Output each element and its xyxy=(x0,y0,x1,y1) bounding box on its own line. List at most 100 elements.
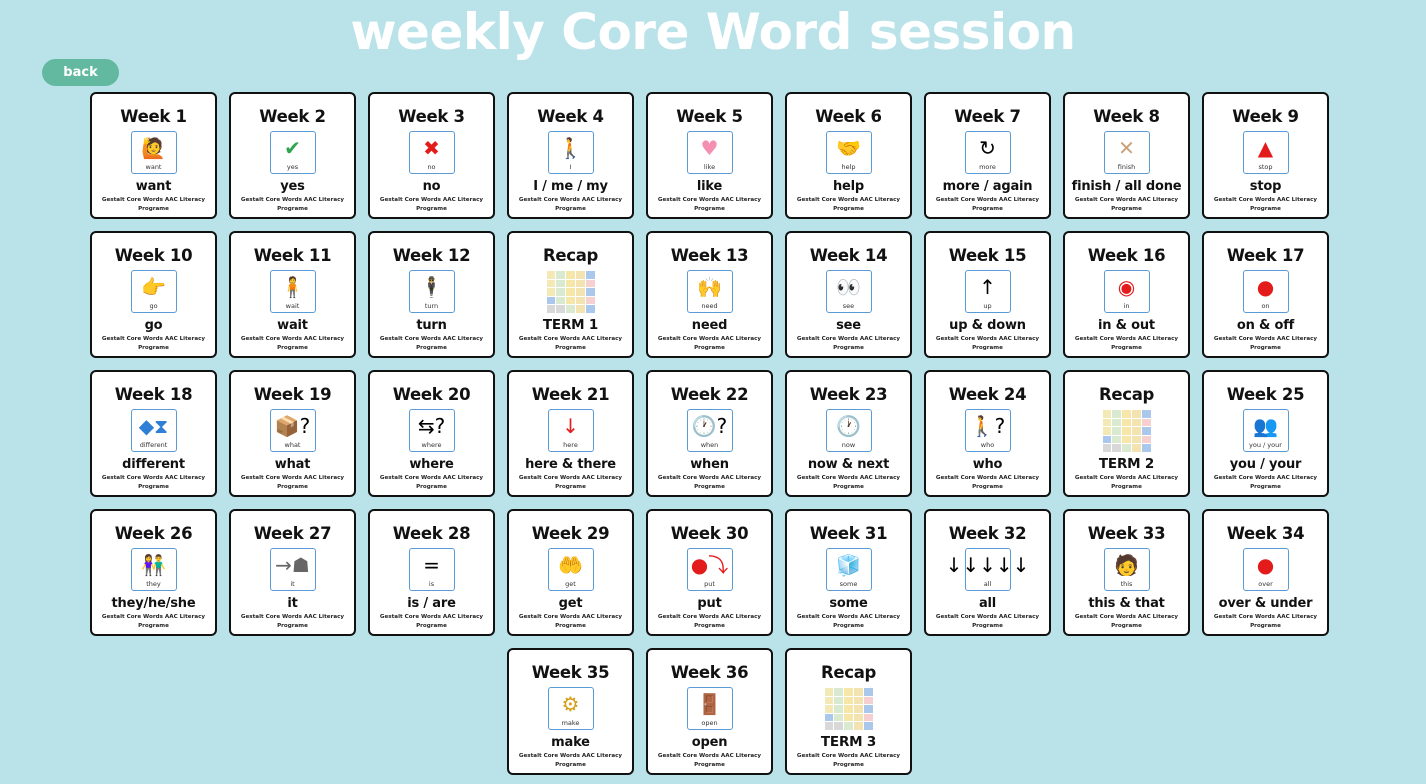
recap-grid-cell xyxy=(1141,427,1151,435)
programme-caption: Gestalt Core Words AAC Literacy Programe xyxy=(657,614,762,629)
symbol-label: on xyxy=(1261,302,1270,310)
recap-grid-thumbnail xyxy=(546,271,595,313)
symbol-box: 🤲 get xyxy=(547,548,594,591)
week-card[interactable]: Week 24 🚶? who who Gestalt Core Words AAC Li… xyxy=(924,370,1051,497)
clock-arrow-icon: 🕐 xyxy=(836,414,861,438)
recap-grid-cell xyxy=(546,279,556,288)
dot-on-box-icon: ● xyxy=(1256,275,1275,299)
recap-grid-cell xyxy=(824,713,834,722)
core-word: where xyxy=(409,457,454,472)
week-card[interactable]: Week 16 ◉ in in & out Gestalt Core Words AAC… xyxy=(1063,231,1190,358)
week-card[interactable]: Week 29 🤲 get get Gestalt Core Words AAC Lit… xyxy=(507,509,634,636)
week-card[interactable]: Week 35 ⚙ make make Gestalt Core Words AAC L… xyxy=(507,648,634,775)
week-card[interactable]: Week 9 ▲ stop stop Gestalt Core Words AAC Li… xyxy=(1202,92,1329,219)
symbol-label: now xyxy=(841,441,856,449)
programme-caption: Gestalt Core Words AAC Literacy Programe xyxy=(1213,197,1318,212)
week-card[interactable]: Week 19 📦? what what Gestalt Core Words AAC … xyxy=(229,370,356,497)
week-card[interactable]: Week 2 ✔ yes yes Gestalt Core Words AAC Lite… xyxy=(229,92,356,219)
week-card[interactable]: Week 26 👫 they they/he/she Gestalt Core Word… xyxy=(90,509,217,636)
symbol-box: 🚶? who xyxy=(964,409,1011,452)
programme-caption: Gestalt Core Words AAC Literacy Programe xyxy=(1074,614,1179,629)
week-card[interactable]: Week 34 ● over over & under Gestalt Core Wor… xyxy=(1202,509,1329,636)
week-card[interactable]: Week 7 ↻ more more / again Gestalt Core Word… xyxy=(924,92,1051,219)
symbol-label: need xyxy=(701,302,718,310)
programme-caption: Gestalt Core Words AAC Literacy Programe xyxy=(657,336,762,351)
core-word: TERM 1 xyxy=(542,317,599,333)
week-card[interactable]: Week 5 ♥ like like Gestalt Core Words AAC Li… xyxy=(646,92,773,219)
card-title: Week 2 xyxy=(259,107,326,126)
recap-card[interactable]: Recap TERM 1 Gestalt Core Words AAC Litera… xyxy=(507,231,634,358)
week-card[interactable]: Week 17 ● on on & off Gestalt Core Words AAC… xyxy=(1202,231,1329,358)
week-card[interactable]: Week 4 🚶 I I / me / my Gestalt Core Words AA… xyxy=(507,92,634,219)
programme-caption: Gestalt Core Words AAC Literacy Programe xyxy=(518,475,623,490)
recap-grid-cell xyxy=(1112,410,1122,418)
week-card[interactable]: Week 27 →☗ it it Gestalt Core Words AAC Lite… xyxy=(229,509,356,636)
core-word: different xyxy=(122,457,185,472)
card-title: Week 26 xyxy=(114,524,193,543)
recap-grid-cell xyxy=(1131,418,1141,427)
recap-grid-cell xyxy=(546,296,556,305)
page-title: weekly Core Word session xyxy=(350,3,1076,61)
programme-caption: Gestalt Core Words AAC Literacy Programe xyxy=(379,197,484,212)
week-card[interactable]: Week 18 ◆⧗ different different Gestalt Core … xyxy=(90,370,217,497)
recap-grid-cell xyxy=(853,696,863,705)
recap-card[interactable]: Recap TERM 2 Gestalt Core Words AAC Litera… xyxy=(1063,370,1190,497)
card-title: Week 30 xyxy=(670,524,749,543)
week-card[interactable]: Week 8 ✕ finish finish / all done Gestalt Co… xyxy=(1063,92,1190,219)
recap-grid-cell xyxy=(1102,410,1112,418)
week-card[interactable]: Week 36 🚪 open open Gestalt Core Words AAC L… xyxy=(646,648,773,775)
week-card[interactable]: Week 25 👥 you / your you / your Gestalt Core… xyxy=(1202,370,1329,497)
recap-grid-cell xyxy=(834,722,844,730)
many-arrows-icon: ↓↓↓↓↓ xyxy=(945,553,1030,577)
core-word: when xyxy=(690,457,729,472)
recap-grid-cell xyxy=(575,305,585,313)
programme-caption: Gestalt Core Words AAC Literacy Programe xyxy=(1213,336,1318,351)
card-title: Week 14 xyxy=(809,246,888,265)
week-card[interactable]: Week 3 ✖ no no Gestalt Core Words AAC Litera… xyxy=(368,92,495,219)
week-card[interactable]: Week 14 👀 see see Gestalt Core Words AAC Lit… xyxy=(785,231,912,358)
week-card[interactable]: Week 20 ⇆? where where Gestalt Core Words AA… xyxy=(368,370,495,497)
recap-grid-cell xyxy=(863,705,873,713)
symbol-label: yes xyxy=(286,163,299,171)
recap-grid-cell xyxy=(575,279,585,288)
week-card[interactable]: Week 15 ↑ up up & down Gestalt Core Words AA… xyxy=(924,231,1051,358)
symbol-box: 🤝 help xyxy=(825,131,872,174)
recap-grid-cell xyxy=(1131,444,1141,452)
symbol-box: 🕴 turn xyxy=(408,270,455,313)
week-card[interactable]: Week 12 🕴 turn turn Gestalt Core Words AAC L… xyxy=(368,231,495,358)
week-card[interactable]: Week 31 🧊 some some Gestalt Core Words AAC L… xyxy=(785,509,912,636)
week-card[interactable]: Week 22 🕐? when when Gestalt Core Words AAC … xyxy=(646,370,773,497)
programme-caption: Gestalt Core Words AAC Literacy Programe xyxy=(657,475,762,490)
card-title: Week 6 xyxy=(815,107,882,126)
symbol-box: ✔ yes xyxy=(269,131,316,174)
symbol-box: ✕ finish xyxy=(1103,131,1150,174)
card-title: Week 36 xyxy=(670,663,749,682)
week-card[interactable]: Week 13 🙌 need need Gestalt Core Words AAC L… xyxy=(646,231,773,358)
core-word: TERM 3 xyxy=(820,734,877,750)
week-card[interactable]: Week 21 ↓ here here & there Gestalt Core Wor… xyxy=(507,370,634,497)
equals-icon: = xyxy=(423,553,440,577)
week-card[interactable]: Week 1 🙋 want want Gestalt Core Words AAC Li… xyxy=(90,92,217,219)
week-card[interactable]: Week 11 🧍 wait wait Gestalt Core Words AAC L… xyxy=(229,231,356,358)
recap-grid-cell xyxy=(575,296,585,305)
recap-grid-cell xyxy=(863,696,873,705)
recap-card[interactable]: Recap TERM 3 Gestalt Core Words AAC Litera… xyxy=(785,648,912,775)
symbol-label: go xyxy=(149,302,158,310)
core-word: no xyxy=(422,179,441,194)
week-card[interactable]: Week 23 🕐 now now & next Gestalt Core Words … xyxy=(785,370,912,497)
core-word: they/he/she xyxy=(111,596,196,611)
week-card[interactable]: Week 33 🧑 this this & that Gestalt Core Word… xyxy=(1063,509,1190,636)
programme-caption: Gestalt Core Words AAC Literacy Programe xyxy=(518,197,623,212)
week-card[interactable]: Week 28 = is is / are Gestalt Core Words AAC… xyxy=(368,509,495,636)
week-card[interactable]: Week 6 🤝 help help Gestalt Core Words AAC Li… xyxy=(785,92,912,219)
symbol-label: want xyxy=(145,163,162,171)
core-word: put xyxy=(697,596,722,611)
symbol-label: different xyxy=(139,441,168,449)
week-card[interactable]: Week 30 ●⤵ put put Gestalt Core Words AAC Li… xyxy=(646,509,773,636)
week-card[interactable]: Week 10 👉 go go Gestalt Core Words AAC Liter… xyxy=(90,231,217,358)
week-card[interactable]: Week 32 ↓↓↓↓↓ all all Gestalt Core Words AAC… xyxy=(924,509,1051,636)
programme-caption: Gestalt Core Words AAC Literacy Programe xyxy=(240,197,345,212)
recap-grid-cell xyxy=(853,722,863,730)
back-button[interactable]: back xyxy=(42,59,119,86)
symbol-box: 🚪 open xyxy=(686,687,733,730)
